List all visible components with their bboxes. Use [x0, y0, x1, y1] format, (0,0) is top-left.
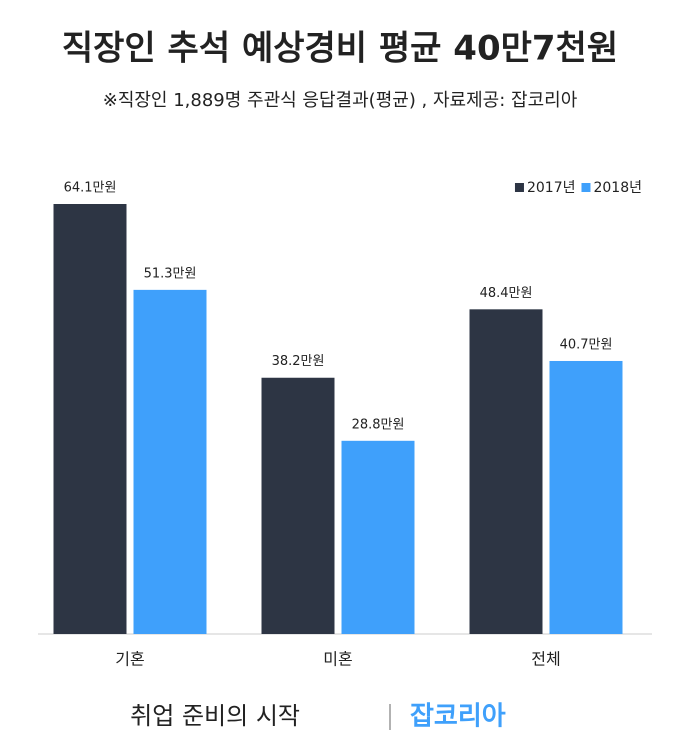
chart-title: 직장인 추석 예상경비 평균 40만7천원	[62, 29, 618, 69]
x-tick-label: 전체	[531, 650, 560, 669]
legend-label: 2018년	[593, 180, 642, 196]
bar	[261, 377, 335, 634]
bar	[341, 440, 415, 634]
footer-text: 취업 준비의 시작	[130, 702, 300, 730]
bar	[549, 360, 623, 634]
value-label: 51.3만원	[144, 266, 197, 281]
x-tick-label: 미혼	[323, 650, 352, 669]
value-label: 28.8만원	[352, 417, 405, 432]
value-label: 64.1만원	[64, 181, 117, 196]
bar	[53, 204, 127, 634]
bar	[133, 289, 207, 634]
value-label: 38.2만원	[272, 354, 325, 369]
bar	[469, 309, 543, 634]
value-label: 48.4만원	[480, 286, 533, 301]
legend-swatch	[581, 183, 591, 192]
x-tick-label: 기혼	[115, 650, 144, 669]
legend-label: 2017년	[527, 180, 576, 196]
chart-subtitle: ※직장인 1,889명 주관식 응답결과(평균) , 자료제공: 잡코리아	[103, 90, 578, 111]
legend-swatch	[514, 183, 524, 192]
footer-brand: 잡코리아	[410, 702, 506, 732]
value-label: 40.7만원	[560, 337, 613, 352]
